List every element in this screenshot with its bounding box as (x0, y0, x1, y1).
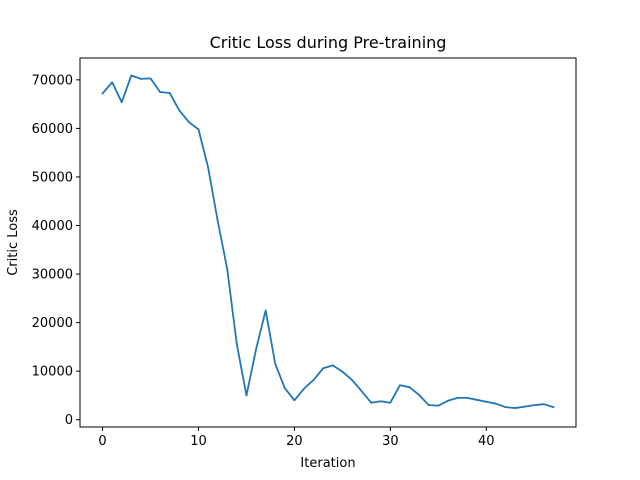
series-line (101, 74, 555, 409)
x-tick-label: 20 (286, 434, 303, 449)
y-tick-label: 70000 (32, 73, 73, 88)
data-point (140, 77, 142, 80)
y-axis: 0 10000 20000 30000 40000 50000 60000 70000 (32, 73, 80, 428)
data-point (466, 396, 469, 399)
data-point (235, 343, 238, 346)
data-point (274, 362, 277, 365)
data-point (504, 406, 507, 408)
y-tick-label: 30000 (32, 268, 73, 283)
data-point (399, 384, 401, 387)
x-axis: 0 10 20 30 40 (98, 427, 495, 449)
data-point (389, 401, 392, 404)
data-point (264, 309, 267, 312)
y-tick-label: 60000 (32, 122, 73, 137)
x-tick-label: 40 (478, 434, 495, 449)
plot-area (80, 58, 576, 427)
data-point (245, 394, 248, 397)
data-point (331, 364, 334, 367)
x-axis-title: Iteration (300, 456, 355, 471)
data-point (207, 166, 209, 169)
data-point (312, 379, 315, 381)
data-point (552, 406, 555, 408)
data-point (494, 402, 497, 405)
series-layer (101, 74, 555, 409)
data-point (523, 405, 526, 408)
data-point (187, 121, 190, 123)
data-point (101, 92, 104, 95)
data-point (197, 128, 200, 131)
x-tick-label: 30 (382, 434, 399, 449)
plot-frame (79, 57, 577, 428)
data-point (351, 379, 353, 381)
y-axis-title: Critic Loss (6, 209, 21, 276)
data-point (283, 387, 286, 390)
data-point (485, 400, 488, 403)
data-point (456, 396, 459, 399)
y-tick-label: 40000 (32, 219, 73, 234)
data-point (303, 387, 305, 390)
data-point (379, 400, 382, 403)
x-tick-label: 10 (190, 434, 207, 449)
data-point (120, 101, 123, 104)
data-point (542, 403, 545, 406)
data-point (255, 348, 257, 351)
data-point (111, 81, 114, 84)
data-point (514, 407, 516, 409)
data-point (360, 390, 363, 392)
y-tick-label: 20000 (32, 316, 73, 331)
y-tick-label: 0 (65, 413, 73, 428)
data-point (408, 386, 411, 389)
data-point (437, 404, 440, 407)
data-point (168, 92, 171, 94)
data-point (418, 394, 421, 396)
data-point (130, 74, 133, 77)
data-point (533, 404, 536, 407)
data-point (226, 268, 229, 271)
y-tick-label: 10000 (32, 365, 73, 380)
data-point (149, 77, 152, 80)
data-point (427, 404, 430, 407)
data-point (475, 398, 478, 401)
y-tick-label: 50000 (32, 170, 73, 185)
data-point (216, 219, 219, 222)
data-point (293, 399, 296, 402)
data-point (322, 367, 325, 370)
data-point (178, 109, 181, 112)
data-point (447, 399, 449, 402)
x-tick-label: 0 (98, 434, 106, 449)
data-point (370, 401, 373, 404)
data-point (159, 91, 162, 93)
data-point (341, 370, 344, 373)
chart-title: Critic Loss during Pre-training (210, 33, 447, 52)
